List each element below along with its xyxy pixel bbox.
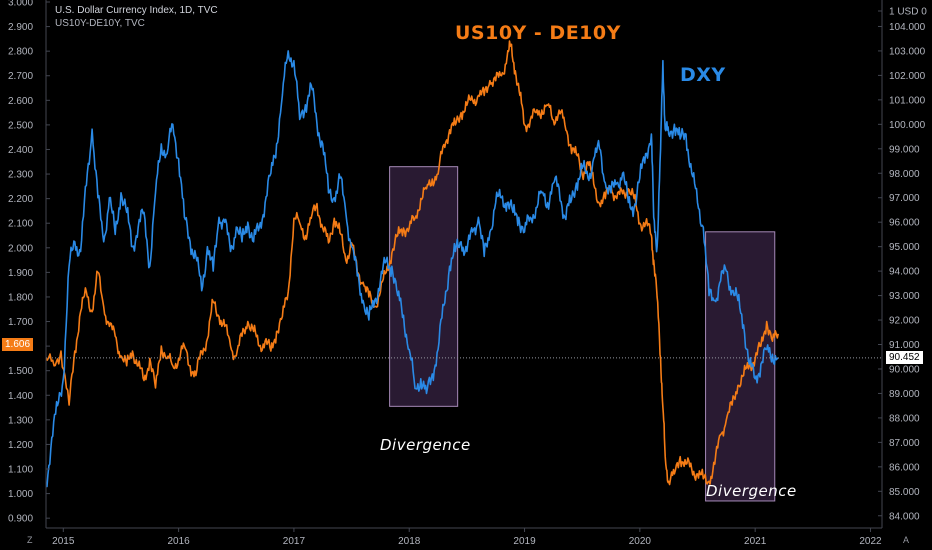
left-tick-label: 1.500 xyxy=(8,366,33,377)
left-tick-label: 1.900 xyxy=(8,268,33,279)
x-tick-label: 2022 xyxy=(859,536,882,547)
right-tick-label: 1 USD 0 xyxy=(889,7,927,18)
right-tick-label: 100.000 xyxy=(889,120,926,131)
right-tick-label: 101.000 xyxy=(889,95,926,106)
left-price-tag: 1.606 xyxy=(2,337,34,351)
auto-scale-right-button[interactable]: A xyxy=(903,535,910,545)
x-tick-label: 2016 xyxy=(167,536,190,547)
spread-series-line xyxy=(45,40,779,486)
x-tick-label: 2019 xyxy=(513,536,536,547)
right-tick-label: 98.000 xyxy=(889,169,920,180)
right-tick-label: 97.000 xyxy=(889,193,920,204)
x-tick-label: 2020 xyxy=(629,536,652,547)
spread-annotation: US10Y - DE10Y xyxy=(455,22,621,44)
right-tick-label: 87.000 xyxy=(889,438,920,449)
overlay-symbol-title[interactable]: US10Y-DE10Y, TVC xyxy=(55,18,145,29)
divergence-label-1: Divergence xyxy=(380,436,471,454)
right-tick-label: 86.000 xyxy=(889,462,920,473)
left-tick-label: 2.800 xyxy=(8,47,33,58)
left-tick-label: 2.000 xyxy=(8,243,33,254)
left-tick-label: 2.600 xyxy=(8,96,33,107)
left-tick-label: 0.900 xyxy=(8,514,33,525)
right-tick-label: 99.000 xyxy=(889,144,920,155)
x-tick-label: 2018 xyxy=(398,536,421,547)
x-axis: 2015 2016 2017 2018 2019 2020 2021 2022 xyxy=(46,527,882,547)
dxy-annotation: DXY xyxy=(680,64,726,86)
x-tick-label: 2021 xyxy=(744,536,767,547)
left-tick-label: 1.000 xyxy=(8,489,33,500)
divergence-box-2 xyxy=(705,231,776,502)
right-price-tag: 90.452 xyxy=(886,350,923,364)
symbol-title[interactable]: U.S. Dollar Currency Index, 1D, TVC xyxy=(55,5,218,16)
right-tick-label: 96.000 xyxy=(889,218,920,229)
right-tick-label: 90.000 xyxy=(889,364,920,375)
left-tick-label: 1.300 xyxy=(8,415,33,426)
left-tick-label: 1.200 xyxy=(8,440,33,451)
left-tick-label: 2.700 xyxy=(8,71,33,82)
left-tick-label: 1.100 xyxy=(8,465,33,476)
left-tick-label: 1.800 xyxy=(8,292,33,303)
left-tick-label: 2.300 xyxy=(8,170,33,181)
auto-scale-left-button[interactable]: Z xyxy=(27,535,33,545)
right-tick-label: 102.000 xyxy=(889,71,926,82)
right-tick-label: 95.000 xyxy=(889,242,920,253)
x-tick-label: 2015 xyxy=(52,536,75,547)
divergence-boxes xyxy=(389,166,776,502)
right-tick-label: 92.000 xyxy=(889,316,920,327)
dxy-series-line xyxy=(45,50,779,488)
right-tick-label: 104.000 xyxy=(889,22,926,33)
left-tick-label: 1.400 xyxy=(8,391,33,402)
right-tick-label: 89.000 xyxy=(889,389,920,400)
left-tick-label: 1.700 xyxy=(8,317,33,328)
right-tick-label: 84.000 xyxy=(889,511,920,522)
left-tick-label: 2.200 xyxy=(8,194,33,205)
left-tick-label: 2.900 xyxy=(8,22,33,33)
left-tick-label: 3.000 xyxy=(8,0,33,9)
right-tick-label: 88.000 xyxy=(889,413,920,424)
left-y-axis: 3.000 2.900 2.800 2.700 2.600 2.500 2.400 2.300… xyxy=(8,0,50,528)
right-tick-label: 91.000 xyxy=(889,340,920,351)
x-tick-label: 2017 xyxy=(283,536,306,547)
left-tick-label: 2.400 xyxy=(8,145,33,156)
left-tick-label: 2.100 xyxy=(8,219,33,230)
right-tick-label: 103.000 xyxy=(889,46,926,57)
right-tick-label: 93.000 xyxy=(889,291,920,302)
left-tick-label: 2.500 xyxy=(8,120,33,131)
right-tick-label: 94.000 xyxy=(889,267,920,278)
series-lines xyxy=(45,40,779,488)
right-tick-label: 85.000 xyxy=(889,487,920,498)
divergence-box-1 xyxy=(389,166,459,407)
right-y-axis: 1 USD 0 104.000 103.000 102.000 101.000 100.0… xyxy=(878,0,927,528)
divergence-label-2: Divergence xyxy=(706,482,797,500)
